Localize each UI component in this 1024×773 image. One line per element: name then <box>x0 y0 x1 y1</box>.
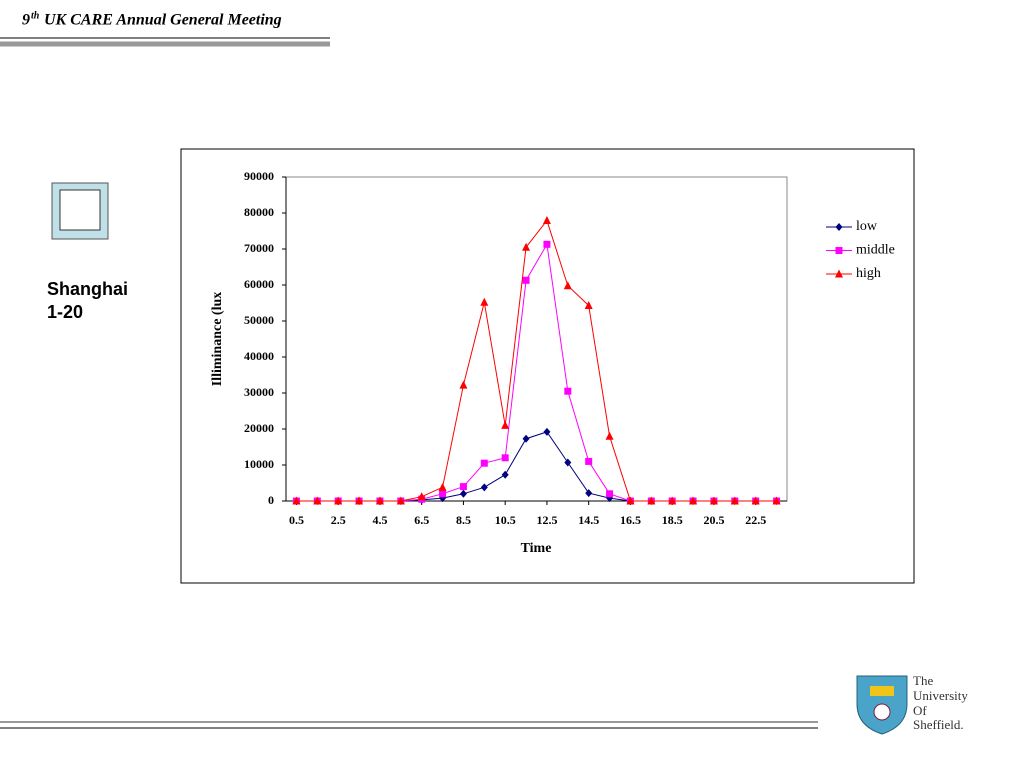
marker <box>313 496 322 505</box>
y-tick-label: 60000 <box>244 277 274 291</box>
marker <box>835 247 843 254</box>
y-tick-label: 90000 <box>244 169 274 183</box>
header-title: UK CARE Annual General Meeting <box>44 12 282 29</box>
marker <box>375 496 384 505</box>
x-tick-label: 0.5 <box>289 513 304 527</box>
marker <box>438 482 447 491</box>
x-tick-label: 22.5 <box>745 513 766 527</box>
marker <box>522 242 531 251</box>
logo-shield <box>873 703 891 721</box>
marker <box>417 492 426 501</box>
y-tick-label: 30000 <box>244 385 274 399</box>
marker <box>459 489 467 498</box>
plot-area <box>285 176 788 502</box>
marker <box>459 483 467 491</box>
legend-label: low <box>856 219 878 234</box>
marker <box>480 483 488 492</box>
x-tick-label: 8.5 <box>456 513 471 527</box>
marker <box>585 457 593 465</box>
y-tick-label: 70000 <box>244 241 274 255</box>
marker <box>626 496 635 505</box>
legend-label: middle <box>856 243 895 258</box>
x-tick-label: 2.5 <box>331 513 346 527</box>
marker <box>522 434 530 443</box>
logo-text: Sheffield. <box>913 717 964 732</box>
x-tick-label: 18.5 <box>662 513 683 527</box>
x-tick-label: 4.5 <box>372 513 387 527</box>
y-tick-label: 0 <box>268 493 274 507</box>
marker <box>480 297 489 306</box>
marker <box>501 470 509 479</box>
x-tick-label: 12.5 <box>536 513 557 527</box>
y-tick-label: 40000 <box>244 349 274 363</box>
marker <box>543 427 551 436</box>
x-axis-label: Time <box>521 541 552 556</box>
marker <box>501 454 509 462</box>
marker <box>564 458 572 467</box>
series-line <box>296 219 777 502</box>
marker <box>730 496 739 505</box>
marker <box>501 420 510 429</box>
caption: Shanghai <box>47 279 128 299</box>
marker <box>459 380 468 389</box>
marker <box>439 490 447 498</box>
y-tick-label: 50000 <box>244 313 274 327</box>
x-tick-label: 6.5 <box>414 513 429 527</box>
marker <box>709 496 718 505</box>
marker <box>751 496 760 505</box>
marker <box>647 496 656 505</box>
marker <box>584 301 593 310</box>
marker <box>480 459 488 467</box>
marker <box>605 431 614 440</box>
icon <box>59 189 101 231</box>
marker <box>606 490 614 498</box>
x-tick-label: 20.5 <box>703 513 724 527</box>
x-tick-label: 16.5 <box>620 513 641 527</box>
marker <box>522 276 530 284</box>
y-axis-label: Illiminance (lux <box>210 292 225 387</box>
marker <box>334 496 343 505</box>
marker <box>543 240 551 248</box>
header-number: 9 <box>22 12 30 29</box>
marker <box>835 223 843 231</box>
y-tick-label: 20000 <box>244 421 274 435</box>
y-tick-label: 10000 <box>244 457 274 471</box>
marker <box>772 496 781 505</box>
x-tick-label: 10.5 <box>495 513 516 527</box>
caption: 1-20 <box>47 302 83 322</box>
logo-shield <box>870 686 894 696</box>
marker <box>585 489 593 498</box>
marker <box>542 216 551 225</box>
marker <box>396 496 405 505</box>
logo-text: University <box>913 688 968 703</box>
marker <box>292 496 301 505</box>
marker <box>355 496 364 505</box>
logo-text: Of <box>913 703 927 718</box>
legend-label: high <box>856 266 881 281</box>
marker <box>668 496 677 505</box>
marker <box>564 387 572 395</box>
marker <box>689 496 698 505</box>
header-ordinal: th <box>31 10 40 21</box>
logo-text: The <box>913 673 933 688</box>
marker <box>563 281 572 290</box>
y-tick-label: 80000 <box>244 205 274 219</box>
x-tick-label: 14.5 <box>578 513 599 527</box>
marker <box>835 269 843 278</box>
